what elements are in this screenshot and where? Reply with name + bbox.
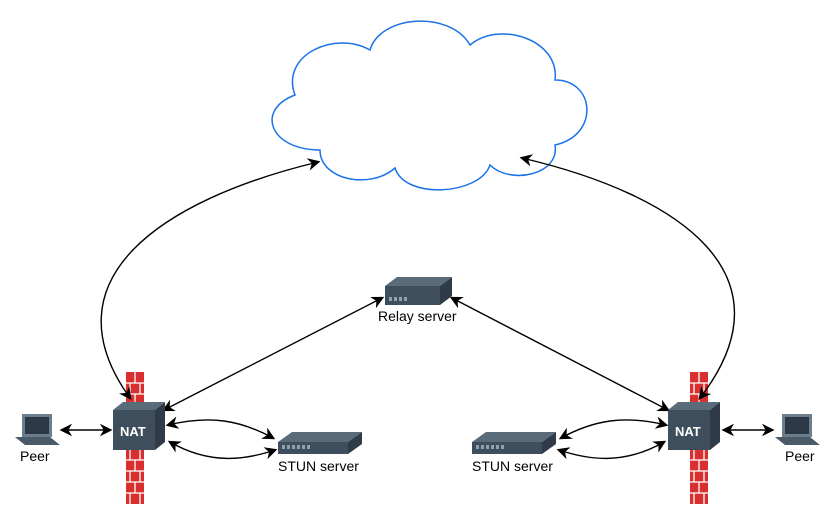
edge-natright-stunright-top [561, 420, 666, 438]
laptop-right-icon [775, 414, 820, 445]
cloud-icon [272, 21, 587, 190]
edge-natright-relay [452, 298, 668, 410]
laptop-left-icon [15, 414, 60, 445]
edge-natleft-stunleft-top [168, 420, 273, 438]
nat-left-label: NAT [120, 424, 146, 439]
relay-server-icon [385, 277, 452, 305]
diagram-canvas [0, 0, 834, 520]
stun-right-icon [472, 432, 556, 454]
edge-natright-cloud [522, 158, 734, 398]
stun-right-label: STUN server [472, 458, 553, 474]
stun-left-label: STUN server [278, 458, 359, 474]
peer-right-label: Peer [785, 448, 815, 464]
edge-natright-stunright-bottom [559, 442, 664, 458]
relay-label: Relay server [378, 308, 457, 324]
edge-natleft-stunleft-bottom [170, 442, 275, 458]
edge-natleft-cloud [101, 162, 318, 398]
edge-natleft-relay [164, 298, 382, 410]
peer-left-label: Peer [20, 448, 50, 464]
stun-left-icon [278, 432, 362, 454]
nat-right-label: NAT [675, 424, 701, 439]
